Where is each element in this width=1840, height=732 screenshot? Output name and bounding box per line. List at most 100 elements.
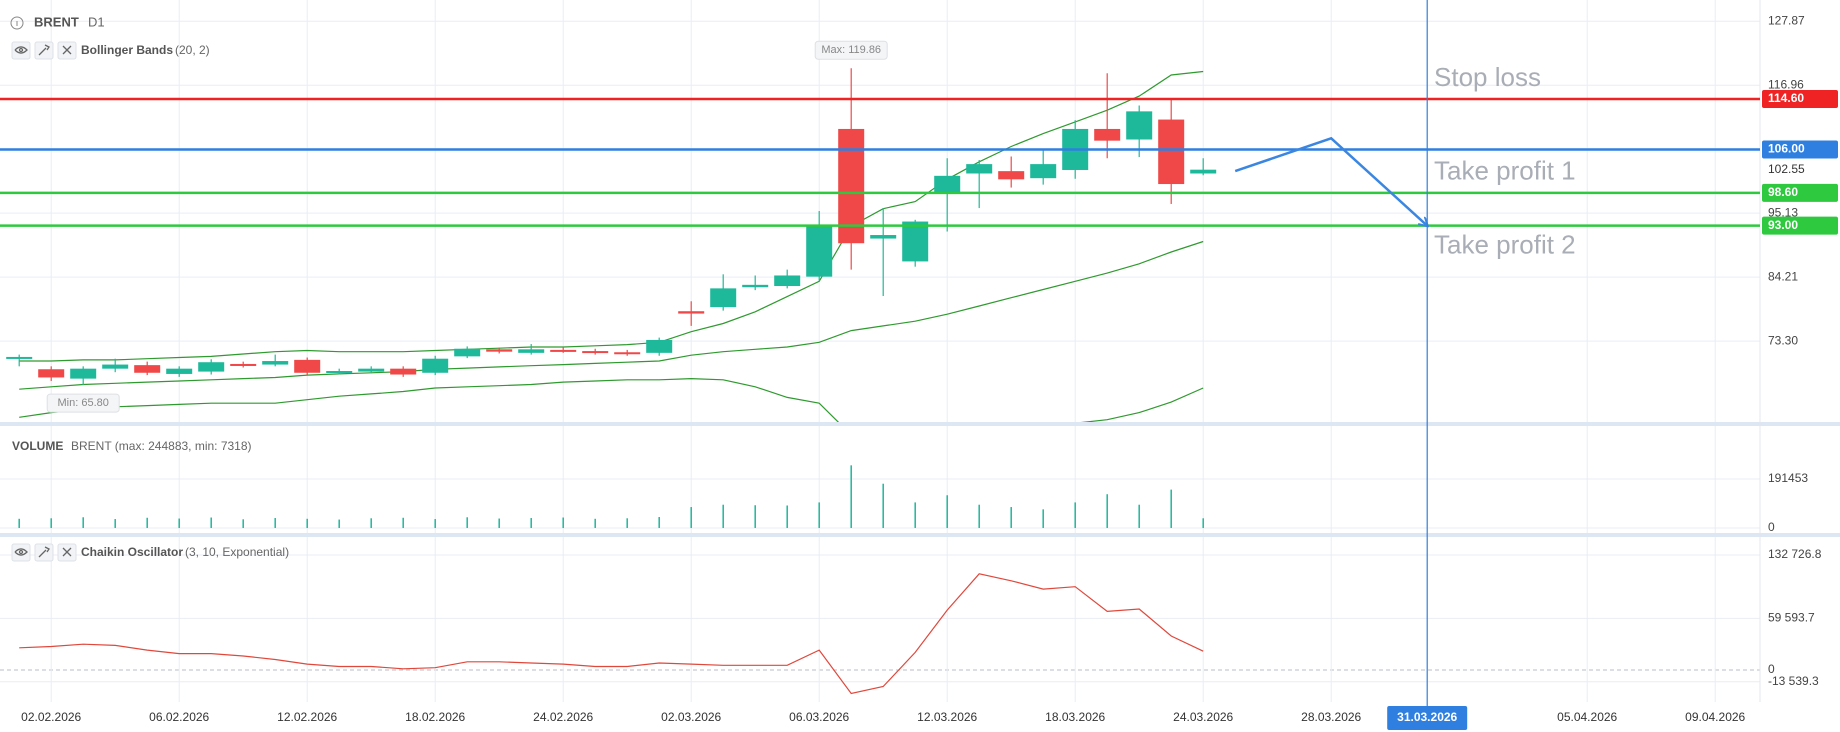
candle-body [38, 369, 65, 378]
price-level-name: Take profit 1 [1434, 156, 1576, 186]
indicator-name: Bollinger Bands [81, 43, 173, 57]
x-tick-label: 05.04.2026 [1557, 710, 1617, 724]
volume-title: VOLUME [12, 439, 63, 453]
price-level-label: 93.00 [1768, 218, 1798, 232]
volume-bar [402, 517, 404, 529]
symbol: BRENT [34, 14, 79, 29]
y-tick-label: 132 726.8 [1768, 547, 1822, 561]
candle-body [102, 364, 129, 369]
panel-separator [0, 422, 1840, 426]
x-tick-label: 09.04.2026 [1685, 710, 1745, 724]
candle-body [678, 311, 705, 314]
candle-body [870, 235, 897, 239]
price-level-box [1762, 183, 1838, 202]
band-upper [19, 70, 1204, 362]
price-level-label: 106.00 [1768, 142, 1805, 156]
volume-bar [946, 495, 948, 529]
remove-icon[interactable] [57, 543, 77, 562]
candle-body [998, 171, 1025, 180]
extreme-label-box [814, 40, 888, 60]
candle-body [134, 365, 161, 373]
x-tick-label: 06.02.2026 [149, 710, 209, 724]
volume-bar [242, 519, 244, 529]
x-tick-label: 24.02.2026 [533, 710, 593, 724]
volume-bar [50, 518, 52, 529]
candle-body [966, 164, 993, 174]
volume-bar [562, 517, 564, 529]
candle-body [902, 221, 929, 262]
candle-body [646, 339, 673, 353]
settings-icon[interactable] [34, 41, 54, 60]
x-tick-label: 18.02.2026 [405, 710, 465, 724]
volume-bar [1138, 504, 1140, 529]
candle-body [806, 225, 833, 277]
price-level-label: 114.60 [1768, 91, 1804, 105]
candle-body [710, 288, 737, 308]
volume-bar [210, 517, 212, 529]
volume-subtitle: BRENT (max: 244883, min: 7318) [71, 439, 252, 453]
candle-body [614, 352, 641, 355]
candle-body [230, 363, 257, 366]
oscillator-params: (3, 10, Exponential) [185, 545, 289, 559]
candle-body [262, 361, 289, 365]
y-tick-label: 116.96 [1768, 77, 1804, 91]
candle-body [454, 348, 481, 357]
x-tick-label: 12.02.2026 [277, 710, 337, 724]
forecast-path [1234, 136, 1427, 225]
price-level-name: Take profit 2 [1434, 230, 1576, 260]
volume-bar [1170, 489, 1172, 529]
volume-bar [1074, 502, 1076, 529]
candle-body [742, 284, 769, 288]
y-tick-label: 191453 [1768, 471, 1808, 485]
volume-bar [82, 517, 84, 529]
candle-body [390, 368, 417, 375]
candle-body [774, 275, 801, 287]
price-level-label: 98.60 [1768, 185, 1798, 199]
volume-bar [626, 518, 628, 529]
extreme-label-box [46, 393, 120, 413]
last-price-label: 102.55 [1768, 162, 1805, 176]
eye-icon[interactable] [11, 41, 31, 60]
y-tick-label: 127.87 [1768, 13, 1805, 27]
volume-bar [754, 505, 756, 529]
candle-body [518, 349, 545, 353]
volume-bar [18, 518, 20, 529]
volume-bar [178, 518, 180, 529]
volume-bar [1010, 507, 1012, 529]
volume-bar [466, 517, 468, 529]
settings-icon[interactable] [34, 543, 54, 562]
candle-body [934, 175, 961, 194]
timeframe: D1 [88, 14, 105, 29]
oscillator-name: Chaikin Oscillator [81, 545, 183, 559]
x-tick-label: 24.03.2026 [1173, 710, 1233, 724]
volume-bar [722, 504, 724, 529]
volume-bar [306, 518, 308, 529]
volume-bar [978, 504, 980, 529]
candle-body [358, 368, 385, 372]
candle-body [166, 368, 193, 374]
candle-body [486, 349, 513, 352]
band-middle [19, 240, 1204, 390]
candle-body [1030, 164, 1057, 179]
x-tick-label: 12.03.2026 [917, 710, 977, 724]
y-tick-label: 73.30 [1768, 333, 1798, 347]
info-icon[interactable] [10, 16, 24, 30]
volume-bar [530, 518, 532, 529]
candle-body [198, 362, 225, 372]
eye-icon[interactable] [11, 543, 31, 562]
candle-body [326, 371, 353, 374]
indicator-controls [11, 41, 77, 60]
extreme-label: Max: 119.86 [821, 44, 881, 56]
candle-body [1094, 128, 1121, 141]
volume-bar [370, 518, 372, 529]
remove-icon[interactable] [57, 41, 77, 60]
candle-body [6, 356, 33, 359]
candle-body [70, 368, 97, 379]
cursor-label: 31.03.2026 [1397, 710, 1457, 724]
candle-body [422, 358, 449, 373]
candle-body [294, 359, 321, 373]
oscillator-panel [19, 573, 1204, 695]
y-tick-label: 0 [1768, 662, 1775, 676]
volume-bar [114, 519, 116, 529]
